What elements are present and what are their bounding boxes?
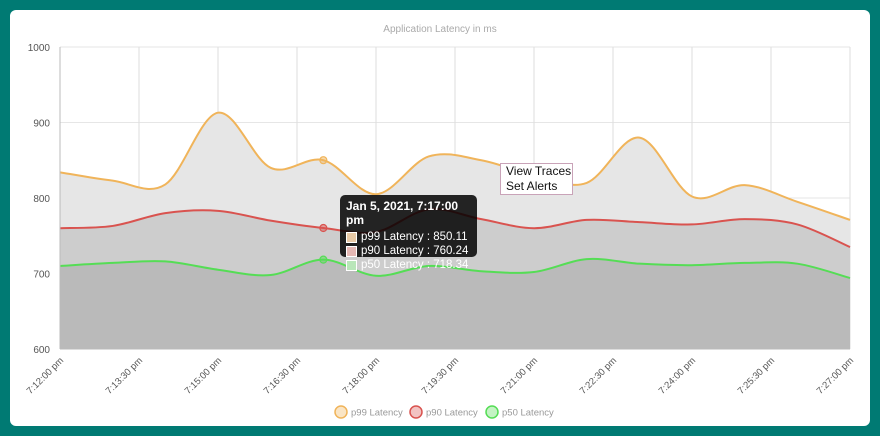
tooltip-row-p99: p99 Latency : 850.11: [346, 230, 471, 244]
p90-swatch-icon: [346, 245, 357, 257]
x-tick-label: 7:24:00 pm: [657, 355, 698, 396]
tooltip-p99-value: p99 Latency : 850.11: [361, 231, 468, 243]
p99-swatch-icon: [346, 231, 357, 243]
x-tick-label: 7:16:30 pm: [262, 355, 303, 396]
series-line-p99-latency: [59, 111, 851, 221]
y-tick-label: 800: [33, 194, 50, 205]
legend-label[interactable]: p90 Latency: [426, 408, 478, 419]
legend-label[interactable]: p50 Latency: [502, 408, 554, 419]
x-tick-label: 7:13:30 pm: [104, 355, 145, 396]
y-tick-label: 1000: [28, 43, 51, 54]
x-tick-label: 7:12:00 pm: [25, 355, 66, 396]
chart-card: Application Latency in ms 1000 900 800 700 60…: [10, 10, 870, 426]
tooltip-p50-value: p50 Latency : 718.34: [361, 259, 469, 271]
legend-marker-icon[interactable]: [334, 405, 348, 419]
tooltip-p90-value: p90 Latency : 760.24: [361, 245, 469, 257]
p50-swatch-icon: [346, 259, 357, 271]
chart-tooltip: Jan 5, 2021, 7:17:00 pm p99 Latency : 85…: [340, 195, 477, 271]
chart-title: Application Latency in ms: [383, 24, 496, 35]
x-tick-label: 7:27:00 pm: [815, 355, 856, 396]
context-menu: View Traces Set Alerts: [500, 163, 573, 195]
x-tick-label: 7:22:30 pm: [578, 355, 619, 396]
x-tick-label: 7:25:30 pm: [736, 355, 777, 396]
latency-chart: Application Latency in ms 1000 900 800 700 60…: [25, 24, 856, 419]
x-tick-label: 7:15:00 pm: [183, 355, 224, 396]
hover-point-p50-latency[interactable]: [319, 255, 328, 264]
legend-label[interactable]: p99 Latency: [351, 408, 403, 419]
x-tick-label: 7:21:00 pm: [499, 355, 540, 396]
legend-marker-icon[interactable]: [485, 405, 499, 419]
tooltip-row-p90: p90 Latency : 760.24: [346, 244, 471, 258]
x-tick-label: 7:19:30 pm: [420, 355, 461, 396]
hover-point-p99-latency[interactable]: [319, 156, 328, 165]
tooltip-row-p50: p50 Latency : 718.34: [346, 258, 471, 272]
hover-point-p90-latency[interactable]: [319, 223, 328, 233]
x-tick-label: 7:18:00 pm: [341, 355, 382, 396]
y-tick-label: 900: [33, 119, 50, 130]
y-tick-label: 700: [33, 270, 50, 281]
legend-marker-icon[interactable]: [409, 405, 423, 419]
series-line-p50-latency: [59, 257, 851, 279]
set-alerts-menu-item[interactable]: Set Alerts: [506, 179, 558, 193]
view-traces-menu-item[interactable]: View Traces: [506, 164, 572, 178]
y-tick-label: 600: [33, 345, 50, 356]
tooltip-title: Jan 5, 2021, 7:17:00 pm: [346, 199, 459, 227]
area-p50-latency: [60, 258, 850, 349]
